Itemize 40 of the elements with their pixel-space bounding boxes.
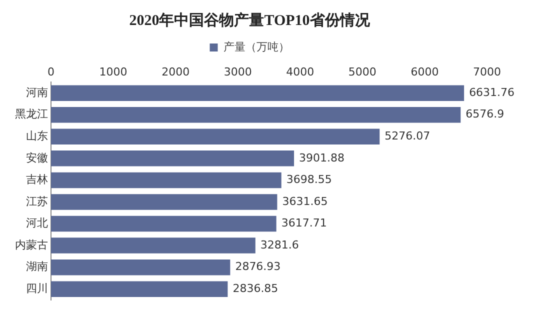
y-tick-label: 江苏: [26, 194, 48, 208]
bar: [51, 281, 228, 297]
x-tick-label: 6000: [410, 65, 439, 78]
x-tick-label: 5000: [348, 65, 376, 78]
data-label: 6631.76: [469, 86, 515, 99]
x-tick-label: 0: [48, 65, 54, 78]
y-tick-label: 吉林: [26, 173, 48, 186]
x-tick-label: 4000: [286, 65, 314, 78]
y-tick-label: 内蒙古: [15, 238, 48, 252]
y-tick-label: 山东: [26, 130, 48, 143]
data-label: 3281.6: [260, 238, 299, 252]
data-label: 5276.07: [384, 130, 430, 143]
data-label: 2836.85: [232, 282, 278, 295]
bar: [51, 194, 278, 210]
bar: [51, 85, 464, 101]
data-label: 3698.55: [286, 173, 332, 186]
data-label: 3901.88: [299, 151, 345, 164]
x-tick-label: 2000: [162, 65, 190, 78]
bar: [51, 128, 380, 145]
data-label: 3631.65: [282, 194, 328, 208]
chart-title: 2020年中国谷物产量TOP10省份情况: [129, 12, 371, 29]
x-tick-label: 1000: [99, 65, 128, 78]
y-tick-label: 安徽: [26, 151, 48, 164]
bar: [51, 259, 230, 276]
bar: [51, 172, 282, 188]
data-label: 2876.93: [235, 260, 281, 274]
bar: [51, 216, 276, 232]
x-tick-label: 3000: [224, 65, 252, 78]
bar: [51, 107, 461, 123]
bar: [51, 150, 294, 166]
y-tick-label: 四川: [26, 282, 48, 295]
x-tick-label: 7000: [473, 65, 501, 78]
y-tick-label: 黑龙江: [15, 108, 48, 121]
bar: [51, 238, 256, 254]
y-tick-label: 河南: [26, 86, 48, 99]
y-tick-label: 河北: [26, 216, 48, 230]
legend-label: 产量（万吨）: [223, 40, 290, 54]
data-label: 3617.71: [281, 216, 327, 230]
y-tick-label: 湖南: [26, 260, 48, 274]
data-label: 6576.9: [466, 108, 504, 121]
